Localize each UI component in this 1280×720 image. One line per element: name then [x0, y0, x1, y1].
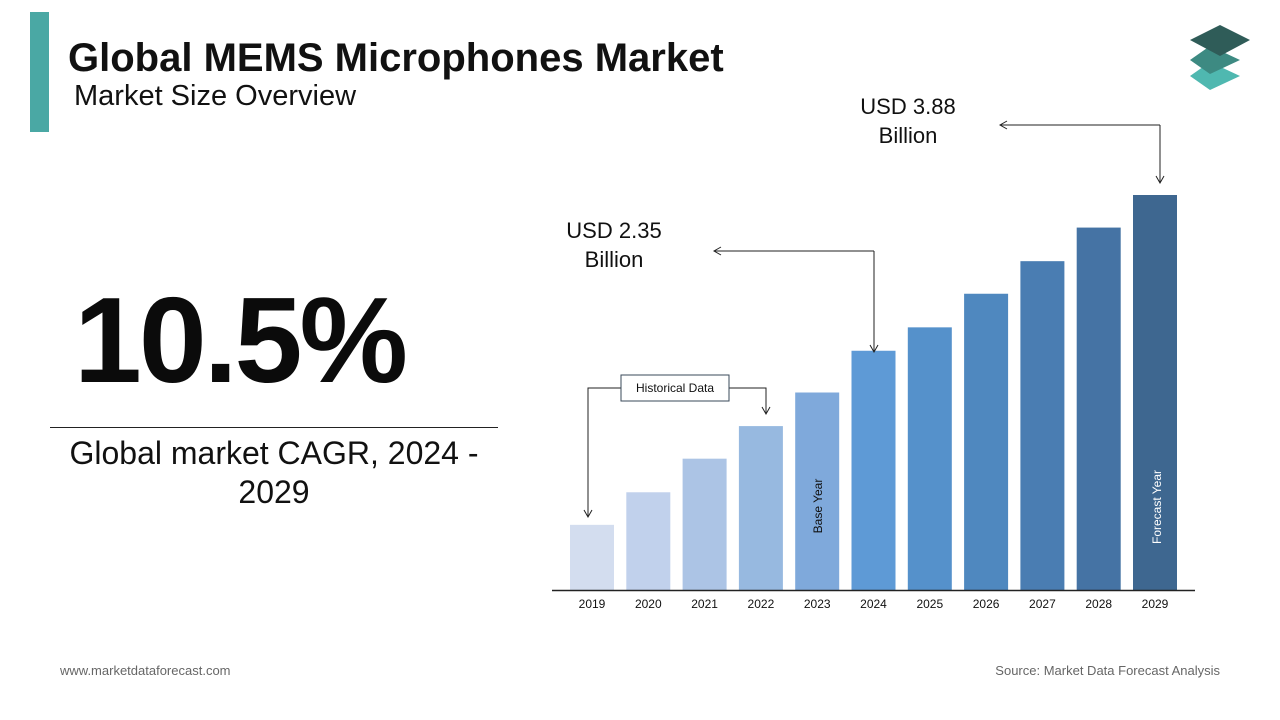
- x-tick-label: 2026: [973, 597, 1000, 611]
- bar: [682, 458, 727, 590]
- divider: [50, 427, 498, 428]
- value-label: USD 3.88 Billion: [860, 94, 956, 148]
- value-label: USD 2.35 Billion: [566, 218, 662, 272]
- bar: [1020, 261, 1065, 590]
- bar: [570, 524, 614, 590]
- subtitle: Market Size Overview: [74, 80, 357, 112]
- x-tick-label: 2027: [1029, 597, 1056, 611]
- x-tick-label: 2021: [691, 597, 718, 611]
- base-year-label: Base Year: [811, 479, 825, 534]
- x-tick-label: 2028: [1085, 597, 1112, 611]
- bar: [1076, 227, 1121, 590]
- x-tick-label: 2025: [916, 597, 943, 611]
- x-tick-label: 2023: [804, 597, 831, 611]
- bar: [795, 392, 840, 590]
- bar: [626, 492, 671, 590]
- historical-label: Historical Data: [636, 381, 714, 395]
- x-tick-label: 2020: [635, 597, 662, 611]
- kpi-caption: Global market CAGR, 2024 - 2029: [69, 435, 479, 510]
- logo: [1190, 25, 1250, 90]
- forecast-year-label: Forecast Year: [1150, 470, 1164, 544]
- x-tick-label: 2019: [579, 597, 606, 611]
- title: Global MEMS Microphones Market: [68, 36, 724, 80]
- x-tick-label: 2029: [1142, 597, 1169, 611]
- website: www.marketdataforecast.com: [60, 663, 231, 678]
- historical-box: [620, 374, 730, 402]
- accent-bar: [30, 12, 49, 132]
- kpi-value: 10.5%: [74, 272, 408, 408]
- bar: [738, 426, 783, 590]
- x-tick-label: 2024: [860, 597, 887, 611]
- arrow: [729, 387, 771, 416]
- source: Source: Market Data Forecast Analysis: [995, 663, 1220, 678]
- bar: [851, 350, 896, 590]
- arrow: [583, 387, 621, 519]
- bar: [907, 327, 952, 590]
- bar: [964, 293, 1009, 590]
- bar: [1133, 195, 1177, 590]
- x-tick-label: 2022: [748, 597, 775, 611]
